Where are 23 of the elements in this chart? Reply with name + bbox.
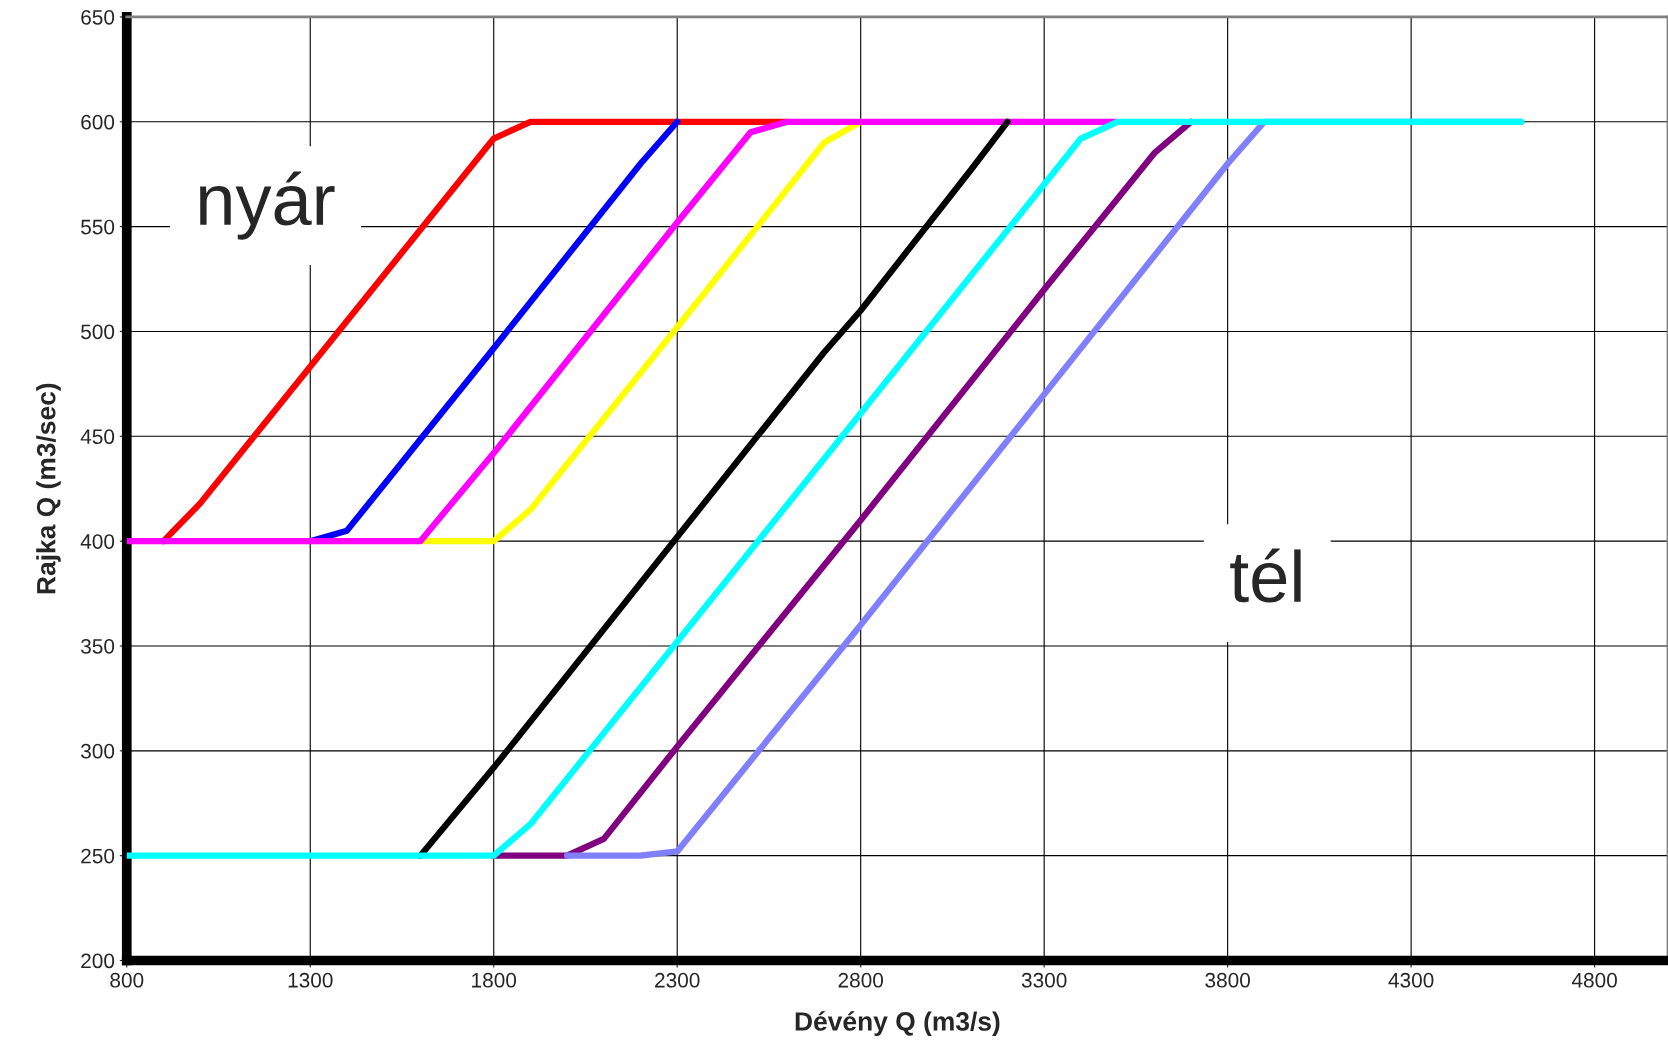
- y-tick-label: 400: [80, 534, 115, 549]
- y-tick-label: 350: [81, 638, 115, 654]
- x-tick-label: 3300: [1021, 972, 1067, 988]
- x-axis-title: Dévény Q (m3/s): [795, 1011, 1000, 1037]
- x-tick-label: 1800: [472, 972, 517, 988]
- y-tick-label: 600: [81, 114, 115, 130]
- y-tick-label: 550: [81, 219, 115, 235]
- y-tick-label: 450: [80, 429, 115, 445]
- x-tick-label: 2800: [838, 972, 884, 988]
- y-axis-title: Rajka Q (m3/sec): [36, 383, 61, 594]
- x-tick-label: 3800: [1205, 972, 1251, 988]
- y-tick-label: 650: [81, 9, 115, 25]
- y-tick-label: 500: [81, 324, 115, 340]
- annotation: nyár: [200, 171, 335, 240]
- x-tick-label: 4300: [1388, 972, 1434, 988]
- x-tick-label: 4800: [1571, 972, 1617, 988]
- x-tick-label: 1300: [288, 972, 333, 988]
- annotation: tél: [1230, 548, 1301, 603]
- x-tick-label: 2300: [655, 972, 700, 988]
- y-tick-label: 200: [81, 953, 115, 969]
- x-tick-label: 800: [110, 972, 144, 988]
- y-tick-label: 300: [81, 743, 115, 759]
- y-tick-label: 250: [81, 848, 115, 864]
